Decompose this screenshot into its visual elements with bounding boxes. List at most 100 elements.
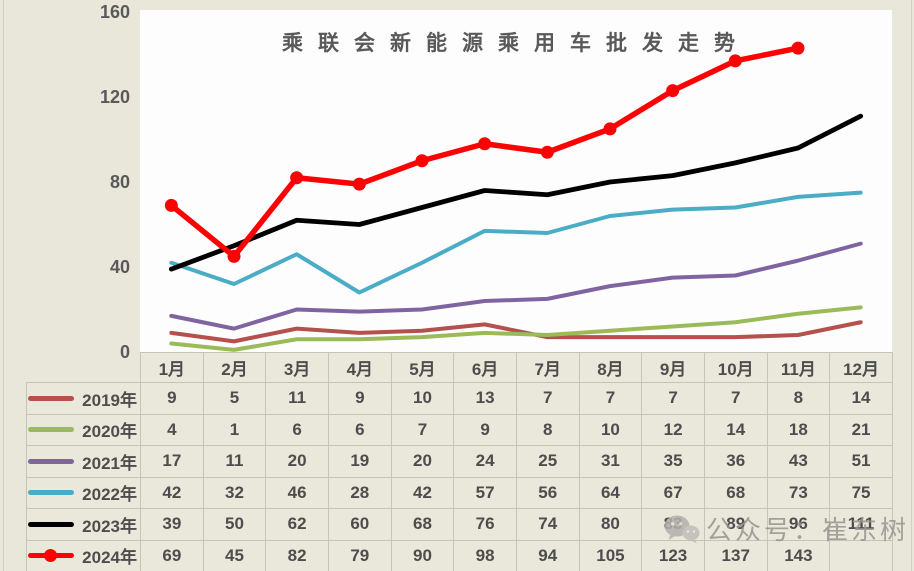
value-cell: 89 xyxy=(703,508,768,541)
value-cell: 6 xyxy=(327,413,392,446)
value-cell: 143 xyxy=(766,539,831,571)
value-cell: 24 xyxy=(453,445,517,478)
y-tick-label: 0 xyxy=(119,342,130,362)
legend-cell: 2021年 xyxy=(26,445,141,478)
legend-swatch xyxy=(28,391,76,405)
table-row: 2020年 4 1 6 6 7 9 8 10 12 14 18 21 xyxy=(26,413,893,446)
month-header-cell: 12月 xyxy=(829,352,893,383)
month-header-cell: 7月 xyxy=(515,352,580,383)
series-name: 2021年 xyxy=(82,453,137,473)
series-line-2023年 xyxy=(168,113,864,272)
value-cell: 42 xyxy=(140,476,204,509)
data-point-marker xyxy=(415,154,429,168)
value-cell xyxy=(829,539,893,571)
series-line-2022年 xyxy=(169,190,863,295)
value-cell: 80 xyxy=(578,508,643,541)
legend-swatch xyxy=(28,549,76,563)
value-cell: 5 xyxy=(202,382,267,415)
month-header-cell: 8月 xyxy=(578,352,643,383)
value-cell: 94 xyxy=(515,539,580,571)
value-cell: 18 xyxy=(766,413,831,446)
y-tick-label: 80 xyxy=(109,172,130,192)
legend-swatch xyxy=(28,517,76,531)
value-cell: 17 xyxy=(140,445,204,478)
legend-cell: 2023年 xyxy=(26,508,141,541)
plot-area xyxy=(140,10,892,352)
value-cell: 74 xyxy=(515,508,580,541)
value-cell: 36 xyxy=(703,445,768,478)
value-cell: 45 xyxy=(202,539,267,571)
series-name: 2020年 xyxy=(82,422,137,442)
value-cell: 69 xyxy=(140,539,204,571)
value-cell: 9 xyxy=(140,382,204,415)
chart-title: 乘联会新能源乘用车批发走势 xyxy=(282,32,750,55)
window-border-right xyxy=(911,0,912,571)
value-cell: 10 xyxy=(578,413,643,446)
value-cell: 39 xyxy=(140,508,204,541)
series-name: 2019年 xyxy=(82,390,137,410)
value-cell: 8 xyxy=(766,382,831,415)
value-cell: 4 xyxy=(140,413,204,446)
data-point-marker xyxy=(478,137,492,151)
value-cell: 21 xyxy=(829,413,893,446)
y-tick-label: 40 xyxy=(109,257,130,277)
value-cell: 105 xyxy=(578,539,643,571)
value-cell: 46 xyxy=(265,476,329,509)
value-cell: 12 xyxy=(641,413,705,446)
month-header-cell: 5月 xyxy=(390,352,455,383)
value-cell: 35 xyxy=(641,445,705,478)
y-tick-label: 160 xyxy=(99,2,130,22)
month-header-cell: 11月 xyxy=(766,352,831,383)
value-cell: 10 xyxy=(390,382,455,415)
value-cell: 7 xyxy=(578,382,643,415)
value-cell: 76 xyxy=(453,508,517,541)
value-cell: 11 xyxy=(265,382,329,415)
series-line-2019年 xyxy=(169,320,863,344)
window-border-left xyxy=(3,0,4,571)
data-point-marker xyxy=(290,171,304,185)
data-point-marker xyxy=(791,41,805,55)
table-row: 2022年 42 32 46 28 42 57 56 64 67 68 73 75 xyxy=(26,476,893,509)
value-cell: 43 xyxy=(766,445,831,478)
value-cell: 90 xyxy=(390,539,455,571)
month-header-cell: 1月 xyxy=(140,352,204,383)
month-header-row: 1月 2月 3月 4月 5月 6月 7月 8月 9月 10月 11月 12月 xyxy=(27,352,893,383)
value-cell: 9 xyxy=(453,413,517,446)
table-row: 2023年 39 50 62 60 68 76 74 80 83 89 96 111 xyxy=(26,508,893,541)
value-cell: 56 xyxy=(515,476,580,509)
value-cell: 123 xyxy=(641,539,705,571)
value-cell: 57 xyxy=(453,476,517,509)
value-cell: 96 xyxy=(766,508,831,541)
value-cell: 64 xyxy=(578,476,643,509)
legend-swatch xyxy=(28,423,76,437)
data-point-marker xyxy=(603,122,617,136)
data-point-marker xyxy=(227,249,241,263)
value-cell: 14 xyxy=(703,413,768,446)
month-header-cell: 10月 xyxy=(703,352,768,383)
value-cell: 11 xyxy=(202,445,267,478)
data-point-marker xyxy=(666,84,680,98)
value-cell: 7 xyxy=(515,382,580,415)
value-cell: 19 xyxy=(327,445,392,478)
legend-swatch xyxy=(28,454,76,468)
series-name: 2023年 xyxy=(82,516,137,536)
value-cell: 68 xyxy=(390,508,455,541)
value-cell: 20 xyxy=(390,445,455,478)
table-corner xyxy=(27,353,141,383)
table-row: 2021年 17 11 20 19 20 24 25 31 35 36 43 51 xyxy=(26,445,893,478)
value-cell: 9 xyxy=(327,382,392,415)
value-cell: 7 xyxy=(703,382,768,415)
data-point-marker xyxy=(728,54,742,68)
value-cell: 68 xyxy=(703,476,768,509)
value-cell: 111 xyxy=(829,508,893,541)
value-cell: 32 xyxy=(202,476,267,509)
value-cell: 28 xyxy=(327,476,392,509)
value-cell: 62 xyxy=(265,508,329,541)
value-cell: 83 xyxy=(641,508,705,541)
value-cell: 73 xyxy=(766,476,831,509)
value-cell: 79 xyxy=(327,539,392,571)
data-table: 1月 2月 3月 4月 5月 6月 7月 8月 9月 10月 11月 12月 2019年 9 5 11 9 10… xyxy=(26,352,893,571)
month-header-cell: 9月 xyxy=(641,352,705,383)
